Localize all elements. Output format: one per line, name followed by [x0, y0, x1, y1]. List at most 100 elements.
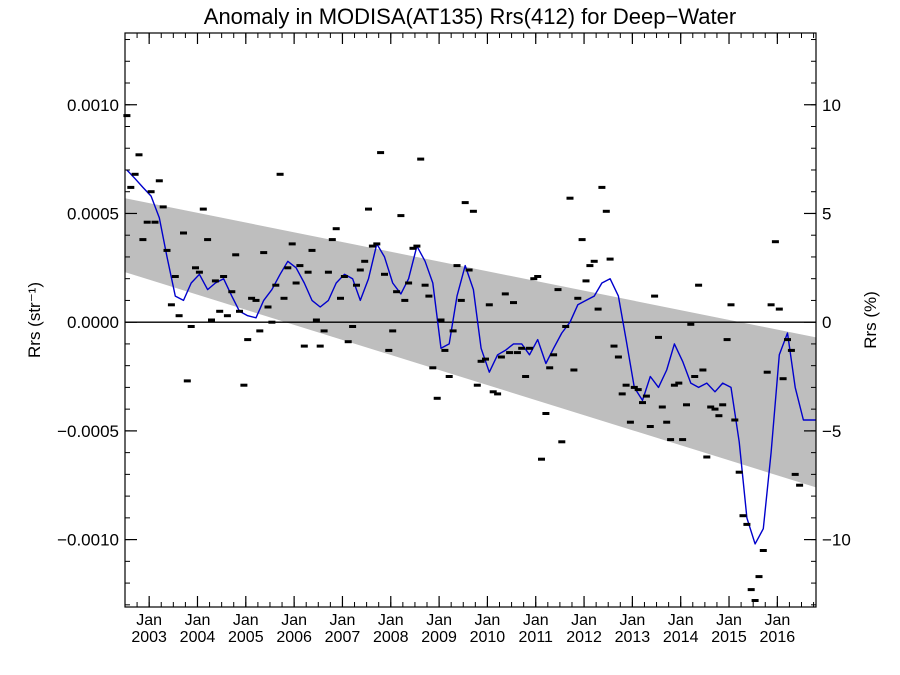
data-point	[248, 296, 256, 300]
data-point	[449, 329, 457, 333]
data-point	[510, 301, 517, 305]
data-point	[413, 244, 421, 248]
data-point	[337, 296, 344, 300]
data-point	[691, 375, 699, 378]
data-point	[787, 348, 795, 352]
data-point	[651, 294, 659, 298]
data-point	[163, 248, 171, 252]
data-point	[719, 403, 727, 407]
y-axis-label-right: Rrs (%)	[861, 291, 880, 349]
data-point	[642, 394, 650, 398]
plot-frame	[124, 32, 817, 608]
data-point	[147, 190, 155, 194]
data-point	[703, 455, 711, 459]
data-point	[312, 318, 320, 322]
y-tick-label-right: −5	[822, 422, 841, 441]
data-point	[135, 153, 143, 157]
y-tick-label-left: 0.0000	[67, 313, 119, 332]
data-point	[195, 270, 203, 274]
x-tick-month-label: Jan	[764, 612, 790, 629]
data-point	[655, 335, 662, 339]
data-point	[695, 283, 703, 287]
data-point	[397, 214, 405, 218]
data-point	[381, 272, 388, 276]
x-tick-month-label: Jan	[281, 612, 307, 629]
x-tick-month-label: Jan	[136, 612, 162, 629]
data-point	[663, 420, 671, 424]
data-point	[707, 405, 715, 409]
x-tick-year-label: 2006	[276, 629, 312, 646]
data-point	[630, 385, 638, 389]
x-tick-month-label: Jan	[185, 612, 211, 629]
y-tick-label-left: 0.0010	[67, 96, 119, 115]
data-point	[469, 209, 477, 213]
data-point	[735, 470, 743, 474]
data-point	[763, 370, 771, 374]
data-point	[482, 357, 489, 361]
data-point	[582, 279, 590, 283]
data-point	[751, 599, 759, 602]
data-point	[429, 366, 437, 370]
data-point	[373, 242, 381, 246]
data-point	[767, 303, 775, 307]
data-point	[554, 288, 562, 292]
data-point	[220, 275, 228, 278]
data-point	[320, 329, 328, 333]
x-tick-month-label: Jan	[330, 612, 356, 629]
data-point	[743, 522, 751, 526]
data-point	[711, 407, 719, 411]
data-point	[639, 401, 646, 405]
data-point	[123, 114, 131, 118]
data-point	[167, 303, 175, 307]
data-point	[646, 425, 654, 428]
data-point	[779, 377, 787, 381]
x-tick-year-label: 2003	[131, 629, 167, 646]
data-point	[204, 238, 212, 242]
data-point	[131, 172, 139, 176]
data-point	[349, 325, 357, 328]
data-point	[594, 307, 602, 311]
data-point	[775, 307, 783, 311]
data-point	[208, 318, 215, 322]
y-tick-label-left: −0.0005	[57, 422, 119, 441]
x-tick-month-label: Jan	[619, 612, 645, 629]
data-point	[171, 275, 179, 278]
x-tick-year-label: 2008	[373, 629, 409, 646]
data-points-layer	[123, 114, 804, 602]
data-point	[562, 325, 570, 328]
data-point	[759, 549, 767, 552]
data-point	[445, 375, 453, 378]
data-point	[417, 157, 425, 161]
x-tick-year-label: 2009	[421, 629, 457, 646]
y-tick-label-right: 10	[822, 96, 841, 115]
data-point	[159, 205, 167, 209]
data-point	[747, 588, 755, 592]
data-point	[687, 322, 695, 326]
data-point	[377, 151, 385, 155]
data-point	[433, 396, 441, 400]
data-point	[368, 244, 376, 248]
data-point	[755, 575, 763, 579]
data-point	[353, 283, 360, 287]
data-point	[223, 314, 231, 318]
data-point	[622, 383, 630, 387]
data-point	[489, 390, 497, 394]
data-point	[558, 440, 566, 444]
y-tick-label-left: −0.0010	[57, 531, 119, 550]
x-tick-year-label: 2011	[519, 629, 554, 646]
data-point	[461, 201, 469, 205]
data-point	[513, 351, 521, 355]
data-point	[614, 355, 622, 359]
data-point	[240, 383, 248, 387]
data-point	[477, 359, 485, 363]
data-point	[610, 344, 618, 348]
x-tick-month-label: Jan	[716, 612, 742, 629]
data-point	[356, 268, 364, 272]
data-point	[288, 242, 296, 246]
axes-layer: 0.0010 0.0005 0.0000 −0.0005 −0.0010 10 5 0 −5 −1…	[57, 32, 851, 646]
data-point	[332, 227, 340, 231]
data-point	[453, 264, 461, 268]
data-point	[683, 403, 690, 407]
data-point	[727, 303, 735, 307]
data-point	[252, 298, 260, 302]
